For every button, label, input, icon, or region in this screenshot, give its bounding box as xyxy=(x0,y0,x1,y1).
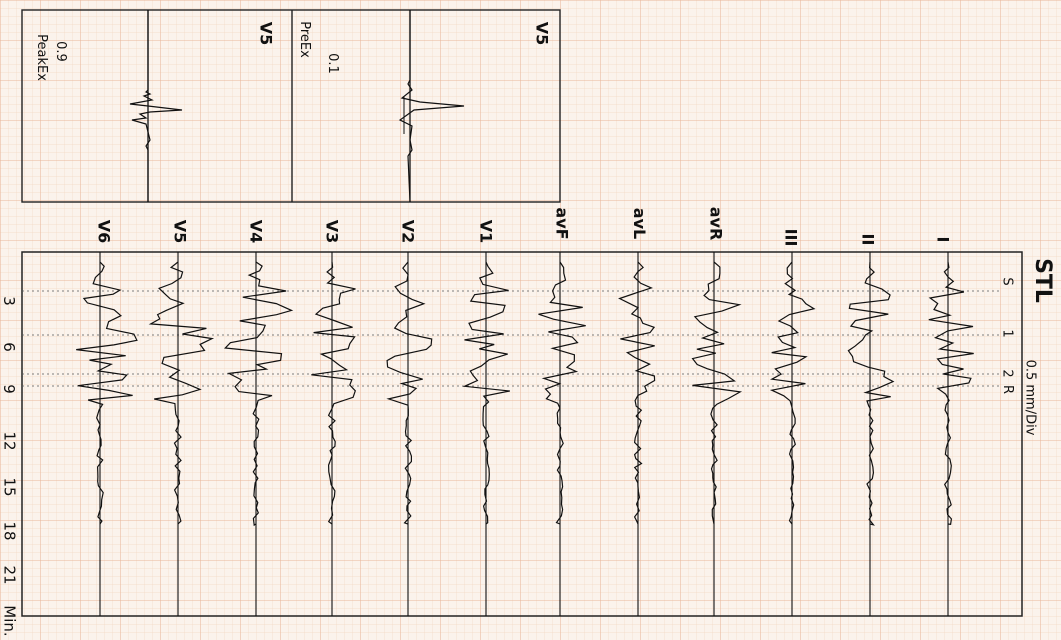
lead-label-i: I xyxy=(933,236,953,243)
lead-trace-8 xyxy=(311,261,356,525)
lead-trace-11 xyxy=(76,261,138,525)
time-tick-12: 12 xyxy=(0,431,19,451)
lead-label-v2: V2 xyxy=(398,219,418,244)
scale-label: 0.5 mm/Div xyxy=(1022,359,1038,436)
time-tick-18: 18 xyxy=(0,521,19,541)
inset-peakex-value: 0.9 xyxy=(52,41,68,62)
time-tick-3: 3 xyxy=(0,296,18,306)
lead-trace-6 xyxy=(462,261,510,525)
lead-trace-9 xyxy=(224,261,294,527)
lead-trace-5 xyxy=(538,261,586,525)
lead-trace-4 xyxy=(618,261,656,525)
inset-trace-preex xyxy=(398,10,465,203)
inset-preex-label: PreEx xyxy=(296,21,312,58)
lead-traces xyxy=(76,261,974,527)
lead-trace-0 xyxy=(928,261,974,525)
time-tick-21: 21 xyxy=(0,565,19,585)
lead-trace-7 xyxy=(386,261,433,525)
inset-mid-lead: V5 xyxy=(256,21,276,46)
inset-right-lead: V5 xyxy=(532,21,552,46)
main-panel xyxy=(21,251,1023,617)
lead-label-v4: V4 xyxy=(246,219,266,244)
lead-label-avl: avL xyxy=(630,207,650,240)
lead-trace-3 xyxy=(691,261,743,525)
time-tick-15: 15 xyxy=(0,477,19,497)
lead-label-v1: V1 xyxy=(476,219,496,244)
lead-label-ii: II xyxy=(858,233,878,246)
lead-label-v6: V6 xyxy=(94,219,114,244)
lead-label-v5: V5 xyxy=(170,219,190,244)
chart-title: STL xyxy=(1029,258,1055,303)
lead-trace-2 xyxy=(769,261,816,525)
lead-label-iii: III xyxy=(781,228,801,247)
marker-s-label: S xyxy=(999,277,1015,286)
lead-label-avf: avF xyxy=(552,207,572,240)
marker-r-label: R xyxy=(1000,384,1016,395)
time-tick-min: Min. xyxy=(0,605,19,637)
marker-1-label: 1 xyxy=(999,329,1015,338)
time-tick-9: 9 xyxy=(0,384,18,394)
lead-trace-10 xyxy=(148,261,215,525)
marker-2-label: 2 xyxy=(999,369,1015,378)
inset-trace-peakex xyxy=(129,10,183,202)
inset-panel xyxy=(21,9,561,203)
inset-peakex-label: PeakEx xyxy=(33,34,49,81)
lead-label-v3: V3 xyxy=(322,219,342,244)
time-tick-6: 6 xyxy=(0,342,18,352)
lead-label-avr: avR xyxy=(706,206,726,241)
lead-trace-1 xyxy=(847,261,895,526)
inset-preex-value: 0.1 xyxy=(324,53,340,74)
